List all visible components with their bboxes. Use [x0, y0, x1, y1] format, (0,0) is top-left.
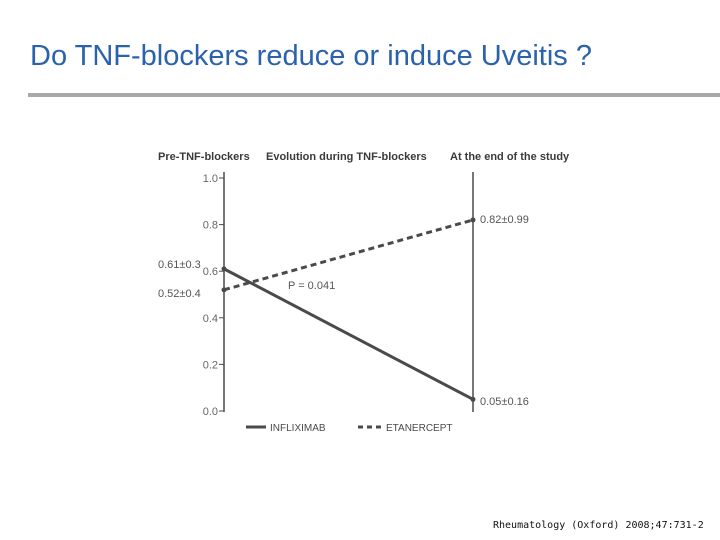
- y-tick-label: 1.0: [203, 173, 218, 185]
- column-heading-pre: Pre-TNF-blockers: [158, 151, 250, 163]
- y-tick-label: 0.2: [203, 359, 218, 371]
- y-tick-label: 0.0: [203, 406, 218, 418]
- data-point-infliximab: [221, 266, 227, 272]
- data-point-etanercept: [470, 217, 476, 223]
- value-label-infliximab: 0.05±0.16: [480, 396, 529, 408]
- p-value-annotation: P = 0.041: [288, 280, 335, 292]
- slide-title: Do TNF-blockers reduce or induce Uveitis…: [30, 40, 592, 72]
- legend: INFLIXIMAB ETANERCEPT: [246, 423, 453, 434]
- value-label-infliximab: 0.61±0.3: [158, 259, 201, 271]
- y-tick-label: 0.6: [203, 266, 218, 278]
- legend-label-etanercept: ETANERCEPT: [386, 423, 453, 434]
- y-tick-label: 0.4: [203, 313, 218, 325]
- column-heading-end: At the end of the study: [450, 151, 570, 163]
- column-heading-middle: Evolution during TNF-blockers: [266, 151, 427, 163]
- value-label-etanercept: 0.82±0.99: [480, 214, 529, 226]
- legend-label-infliximab: INFLIXIMAB: [270, 423, 326, 434]
- series-lines: [223, 218, 474, 401]
- data-points: [221, 217, 476, 402]
- citation: Rheumatology (Oxford) 2008;47:731-2: [493, 520, 704, 531]
- series-line-etanercept: [223, 218, 474, 292]
- title-divider: [28, 93, 720, 97]
- y-tick-label: 0.8: [203, 220, 218, 232]
- y-axis-ticks: 0.0 0.2 0.4 0.6 0.8 1.0: [203, 173, 224, 418]
- series-line-infliximab: [223, 267, 474, 401]
- data-point-infliximab: [470, 396, 476, 402]
- data-point-etanercept: [221, 287, 227, 293]
- value-labels: 0.61±0.3 0.52±0.4 0.82±0.99 0.05±0.16: [158, 214, 529, 408]
- value-label-etanercept: 0.52±0.4: [158, 288, 201, 300]
